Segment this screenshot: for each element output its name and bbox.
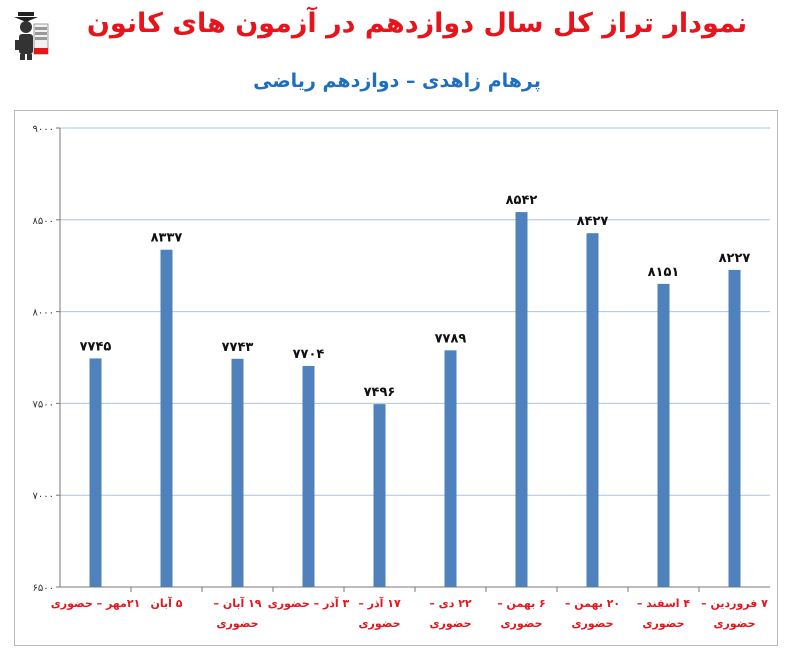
data-label: ۸۵۴۲ [506, 193, 538, 208]
bar [302, 365, 315, 587]
data-label: ۷۷۰۴ [293, 347, 325, 362]
x-tick-label: ۱۹ آبان – [213, 596, 261, 610]
chart-title: نمودار تراز کل سال دوازدهم در آزمون های … [86, 8, 748, 39]
graduate-mascot-icon [14, 12, 49, 60]
bar [89, 358, 102, 587]
x-tick-label: حضوری [358, 617, 400, 630]
x-tick-label: ۱۷ آذر – [358, 596, 401, 610]
x-tick-label: ۲۰ بهمن – [565, 597, 620, 610]
data-label: ۸۴۲۷ [577, 214, 609, 229]
x-tick-label: ۲۱مهر – حضوری [51, 597, 141, 610]
x-tick-label: حضوری [216, 617, 258, 630]
x-tick-label: ۳ آذر – حضوری [268, 596, 350, 610]
data-label: ۸۲۲۷ [719, 251, 751, 266]
y-tick-label: ۹۰۰۰ [33, 124, 54, 135]
y-tick-label: ۷۵۰۰ [33, 399, 54, 410]
x-tick-label: حضوری [429, 617, 471, 630]
y-tick-label: ۶۵۰۰ [33, 583, 54, 594]
bar [231, 358, 244, 587]
bar [160, 249, 173, 587]
chart-subtitle: پرهام زاهدی – دوازدهم ریاضی [253, 70, 541, 92]
x-tick-label: ۴ اسفند – [637, 597, 691, 610]
bar [373, 404, 386, 587]
x-tick-label: حضوری [571, 617, 613, 630]
bar [728, 269, 741, 587]
data-label: ۸۳۳۷ [151, 231, 183, 246]
y-tick-label: ۸۵۰۰ [33, 216, 54, 227]
x-tick-label: ۶ بهمن – [497, 597, 546, 610]
bar [657, 283, 670, 587]
x-tick-label: ۵ آبان [151, 596, 183, 610]
y-tick-label: ۸۰۰۰ [33, 308, 54, 319]
x-tick-label: حضوری [500, 617, 542, 630]
x-tick-label: حضوری [642, 617, 684, 630]
x-tick-label: ۲۲ دی – [429, 597, 472, 610]
data-label: ۷۷۴۳ [222, 340, 254, 355]
x-tick-label: ۷ فروردین – [701, 597, 768, 610]
data-label: ۷۷۴۵ [80, 339, 112, 354]
x-tick-label: حضوری [713, 617, 755, 630]
data-label: ۸۱۵۱ [648, 265, 680, 280]
y-tick-label: ۷۰۰۰ [33, 491, 54, 502]
data-label: ۷۷۸۹ [435, 331, 467, 346]
bar [444, 350, 457, 587]
bar [515, 212, 528, 587]
data-label: ۷۴۹۶ [364, 385, 396, 400]
bar [586, 233, 599, 587]
